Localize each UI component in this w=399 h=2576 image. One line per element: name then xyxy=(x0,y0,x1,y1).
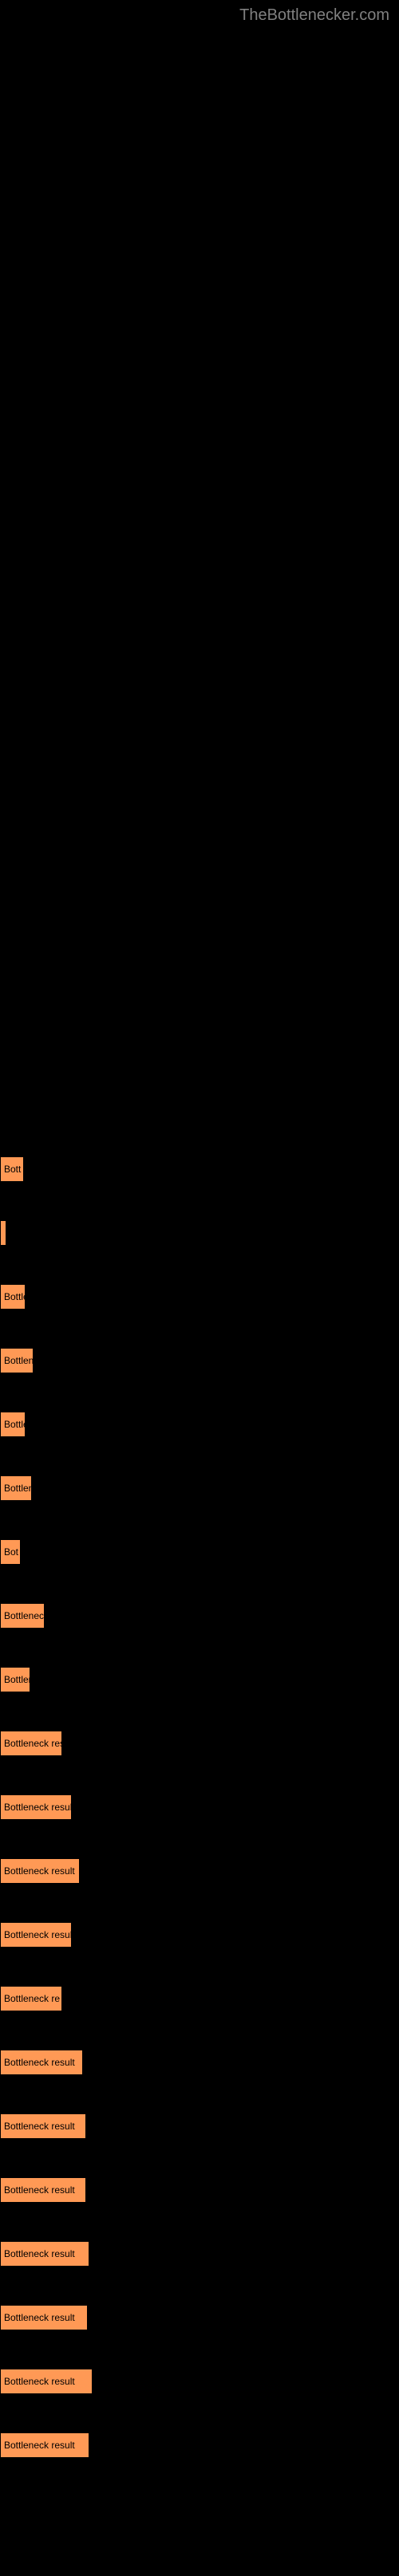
bar-row: Bot xyxy=(0,1539,21,1565)
bar-row: Bottleneck result xyxy=(0,1858,80,1884)
watermark-text: TheBottlenecker.com xyxy=(239,6,389,25)
bar: Bottle xyxy=(0,1412,26,1437)
bar: Bottlene xyxy=(0,1475,32,1501)
bar-row: Bottleneck result xyxy=(0,1922,72,1948)
bar-row: Bottlen xyxy=(0,1667,30,1692)
bar-row: Bottlenec xyxy=(0,1348,34,1373)
bar-row: Bott xyxy=(0,1156,24,1182)
bar-row: Bottleneck res xyxy=(0,1731,62,1756)
bar-row: Bottleneck result xyxy=(0,2432,89,2458)
bar-row: Bottleneck result xyxy=(0,2113,86,2139)
bar-row: Bottleneck result xyxy=(0,2369,93,2394)
bar xyxy=(0,1220,6,1246)
bar: Bottleneck result xyxy=(0,2432,89,2458)
bar: Bot xyxy=(0,1539,21,1565)
bar-row xyxy=(0,1220,6,1246)
bar-row: Bottleneck result xyxy=(0,1794,72,1820)
bar-row: Bottlene xyxy=(0,1475,32,1501)
bar: Bottleneck result xyxy=(0,2305,88,2330)
bar: Bottleneck result xyxy=(0,1794,72,1820)
bar: Bottlen xyxy=(0,1667,30,1692)
bar: Bottle xyxy=(0,1284,26,1310)
bar-row: Bottleneck result xyxy=(0,2177,86,2203)
bar: Bottleneck result xyxy=(0,2241,89,2267)
bar: Bottleneck res xyxy=(0,1731,62,1756)
bar-row: Bottleneck re xyxy=(0,1986,62,2011)
bar: Bottleneck result xyxy=(0,2177,86,2203)
bar-row: Bottleneck xyxy=(0,1603,45,1629)
bar: Bottleneck re xyxy=(0,1986,62,2011)
bar: Bottleneck xyxy=(0,1603,45,1629)
bar: Bottleneck result xyxy=(0,2369,93,2394)
bar-row: Bottle xyxy=(0,1284,26,1310)
bar: Bottleneck result xyxy=(0,1858,80,1884)
bar: Bottleneck result xyxy=(0,2050,83,2075)
bar-row: Bottleneck result xyxy=(0,2050,83,2075)
bar: Bottleneck result xyxy=(0,1922,72,1948)
bar: Bott xyxy=(0,1156,24,1182)
bar-row: Bottle xyxy=(0,1412,26,1437)
bar: Bottleneck result xyxy=(0,2113,86,2139)
bar-row: Bottleneck result xyxy=(0,2241,89,2267)
bar: Bottlenec xyxy=(0,1348,34,1373)
bar-row: Bottleneck result xyxy=(0,2305,88,2330)
